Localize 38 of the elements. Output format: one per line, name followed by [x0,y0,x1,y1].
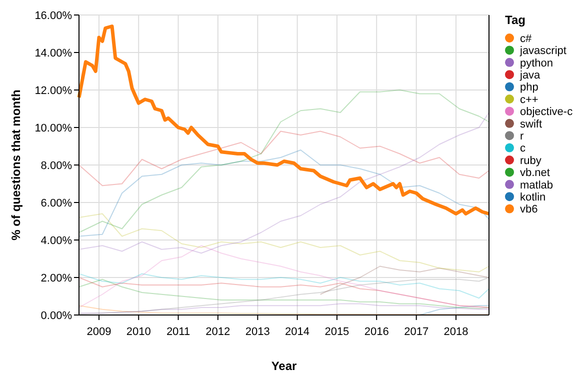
y-tick-label: 10.00% [34,122,72,134]
y-tick-label: 6.00% [40,197,72,210]
legend-label: swift [520,118,542,130]
x-tick-label: 2013 [245,326,270,338]
legend-label: java [519,69,542,82]
legend-label: ruby [520,154,542,167]
x-tick-label: 2010 [126,326,151,338]
x-tick-label: 2017 [404,326,429,338]
y-tick-label: 4.00% [40,234,72,247]
legend-label: c [520,142,526,155]
y-tick-label: 16.00% [34,10,72,22]
y-tick-label: 2.00% [40,272,72,284]
legend-label: python [520,57,554,70]
legend-label: kotlin [520,191,546,204]
legend-label: objective-c [520,106,574,118]
legend-label: vb.net [520,167,550,180]
x-axis-title: Year [271,359,298,373]
y-axis-title: % of questions that month [9,90,23,240]
x-tick-label: 2009 [86,326,112,338]
x-tick-label: 2018 [444,326,468,338]
legend-label: matlab [520,179,554,192]
y-tick-label: 8.00% [40,160,72,172]
legend-label: javascript [519,45,566,58]
legend-title: Tag [505,13,526,28]
y-tick-label: 14.00% [34,47,72,60]
line-series [77,24,491,216]
y-tick-label: 0.00% [40,310,72,322]
legend-label: vb6 [520,204,538,216]
x-tick-label: 2011 [166,326,190,338]
legend-label: c++ [520,94,538,106]
x-tick-label: 2012 [206,326,230,338]
y-tick-label: 12.00% [34,84,72,97]
legend-label: r [520,130,524,142]
x-tick-label: 2015 [324,326,350,338]
legend-label: php [520,82,538,94]
x-tick-label: 2014 [285,326,310,338]
x-tick-label: 2016 [364,326,389,338]
legend-label: c# [520,32,532,45]
